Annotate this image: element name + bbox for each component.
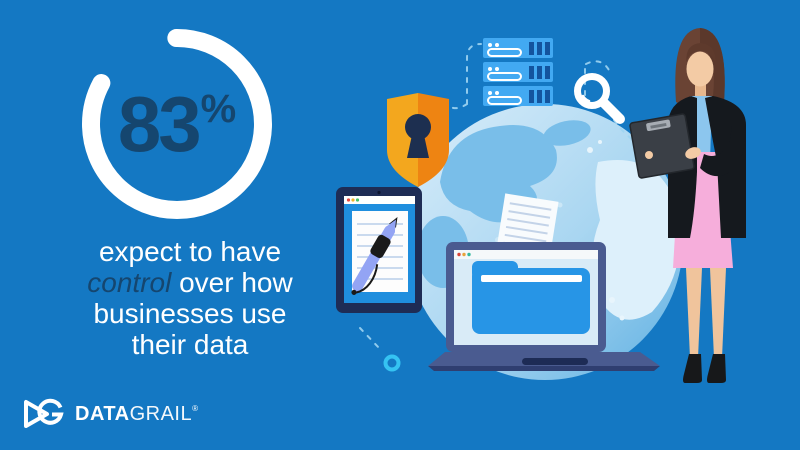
stat-value: 83 % xyxy=(72,19,282,229)
woman-figure xyxy=(629,28,746,383)
caption-line1: expect to have xyxy=(98,236,282,267)
hand xyxy=(685,147,701,159)
shoes xyxy=(683,354,702,383)
registered-mark: ® xyxy=(192,403,199,413)
folder-icon xyxy=(472,261,590,334)
dashed-connectors xyxy=(359,43,648,350)
caption-line3: businesses use xyxy=(93,298,287,329)
progress-ring-icon xyxy=(82,29,272,219)
legs xyxy=(686,268,702,358)
pen-icon xyxy=(351,217,398,295)
face xyxy=(686,51,714,87)
tablet-icon xyxy=(336,187,422,313)
logo-data: DATA xyxy=(75,402,130,425)
logo-grail: GRAIL xyxy=(129,402,193,425)
logo-wordmark: DATA GRAIL ® xyxy=(75,403,199,426)
laptop-icon xyxy=(428,242,660,371)
caption-emphasis: control xyxy=(87,267,172,298)
server-unit xyxy=(483,38,553,58)
keyhole-icon xyxy=(405,114,431,158)
caption-line4: their data xyxy=(131,329,249,360)
stat-ring: 83 % xyxy=(72,19,282,229)
datagrail-logo: DATA GRAIL ® xyxy=(20,398,199,430)
server-stack-icon xyxy=(483,38,553,106)
magnifier-icon xyxy=(574,73,625,124)
stat-percent-sign: % xyxy=(200,87,237,131)
clipboard-icon xyxy=(629,113,695,179)
stat-ring-arc xyxy=(82,29,272,219)
security-shield-icon xyxy=(387,93,449,187)
hair-bangs xyxy=(686,43,716,64)
tablet-camera-dot xyxy=(377,190,381,195)
dg-monogram-icon xyxy=(24,398,64,428)
caption-line2-rest: over how xyxy=(179,267,293,298)
caption-text: expect to have control over how business… xyxy=(25,236,355,360)
server-unit xyxy=(483,62,553,82)
server-unit xyxy=(483,86,553,106)
stat-number: 83 xyxy=(117,80,202,168)
dot-ring-icon xyxy=(383,354,401,372)
